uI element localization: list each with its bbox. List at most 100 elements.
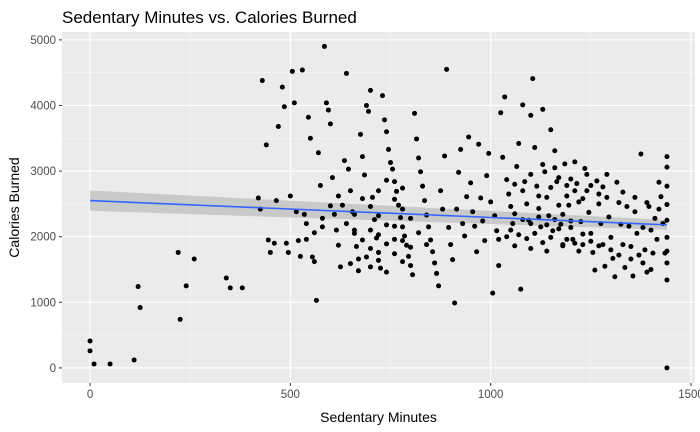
data-point xyxy=(620,189,626,195)
data-point xyxy=(550,228,556,234)
data-point xyxy=(384,129,390,135)
data-point xyxy=(223,275,229,281)
data-point xyxy=(456,169,462,175)
data-point xyxy=(512,211,518,217)
data-point xyxy=(392,179,398,185)
data-point xyxy=(438,188,444,194)
data-point xyxy=(544,194,550,200)
data-point xyxy=(255,195,261,201)
data-point xyxy=(357,131,363,137)
data-point xyxy=(309,254,315,260)
data-point xyxy=(376,232,381,238)
data-point xyxy=(584,188,590,194)
x-tick-label: 500 xyxy=(281,389,300,401)
data-point xyxy=(522,179,528,185)
data-point xyxy=(323,100,329,106)
data-point xyxy=(474,249,480,255)
data-point xyxy=(87,338,93,344)
data-point xyxy=(267,249,273,255)
data-point xyxy=(452,300,458,306)
data-point xyxy=(540,162,546,168)
data-point xyxy=(536,193,542,199)
data-point xyxy=(576,248,582,254)
data-point xyxy=(363,102,369,108)
data-point xyxy=(582,165,588,171)
data-point xyxy=(384,241,390,247)
data-point xyxy=(528,112,534,118)
data-point xyxy=(450,257,456,263)
data-point xyxy=(516,232,522,238)
data-point xyxy=(480,218,486,224)
data-point xyxy=(384,269,390,275)
data-point xyxy=(376,213,381,219)
data-point xyxy=(468,180,474,186)
data-point xyxy=(656,206,662,212)
data-point xyxy=(355,256,361,262)
data-point xyxy=(460,221,466,227)
data-point xyxy=(390,166,396,172)
data-point xyxy=(508,227,514,233)
data-point xyxy=(638,151,644,157)
data-point xyxy=(175,249,181,255)
data-point xyxy=(568,176,574,182)
x-axis-title: Sedentary Minutes xyxy=(320,409,437,425)
data-point xyxy=(612,274,618,280)
x-tick-label: 1000 xyxy=(478,389,504,401)
data-point xyxy=(620,242,626,248)
data-point xyxy=(311,259,317,265)
data-point xyxy=(331,211,337,217)
y-tick-label: 4000 xyxy=(30,100,56,112)
data-point xyxy=(540,106,546,112)
data-point xyxy=(520,188,526,194)
data-point xyxy=(592,267,598,273)
data-point xyxy=(510,221,516,227)
data-point xyxy=(444,66,450,72)
data-point xyxy=(359,154,365,160)
trend-line xyxy=(90,199,667,226)
data-point xyxy=(552,148,558,154)
data-point xyxy=(486,150,492,156)
data-point xyxy=(644,200,650,206)
data-point xyxy=(369,194,375,200)
data-point xyxy=(584,171,590,177)
data-point xyxy=(608,247,614,253)
data-point xyxy=(359,196,365,202)
data-point xyxy=(394,188,400,194)
data-point xyxy=(516,141,522,147)
data-point xyxy=(652,215,658,221)
data-point xyxy=(544,248,550,254)
data-point xyxy=(392,223,398,229)
data-point xyxy=(664,164,670,170)
data-point xyxy=(560,211,566,217)
data-point xyxy=(570,236,576,242)
data-point xyxy=(548,234,554,240)
data-point xyxy=(478,195,484,201)
data-point xyxy=(540,240,546,246)
data-point xyxy=(307,135,313,141)
data-point xyxy=(353,244,359,250)
data-point xyxy=(664,202,670,208)
data-point xyxy=(402,233,408,239)
data-point xyxy=(279,84,285,90)
data-point xyxy=(428,237,434,243)
data-point xyxy=(412,110,418,116)
data-point xyxy=(321,43,327,49)
data-point xyxy=(376,249,381,255)
data-point xyxy=(504,177,510,183)
data-point xyxy=(586,209,592,215)
data-point xyxy=(554,179,560,185)
data-point xyxy=(580,196,586,202)
data-point xyxy=(380,93,386,99)
data-point xyxy=(273,198,279,204)
data-point xyxy=(386,146,392,152)
data-point xyxy=(131,357,137,363)
data-point xyxy=(600,242,606,248)
data-point xyxy=(494,228,500,234)
data-point xyxy=(508,204,514,210)
data-point xyxy=(325,107,331,113)
data-point xyxy=(337,264,343,270)
data-point xyxy=(664,234,670,240)
data-point xyxy=(542,169,548,175)
